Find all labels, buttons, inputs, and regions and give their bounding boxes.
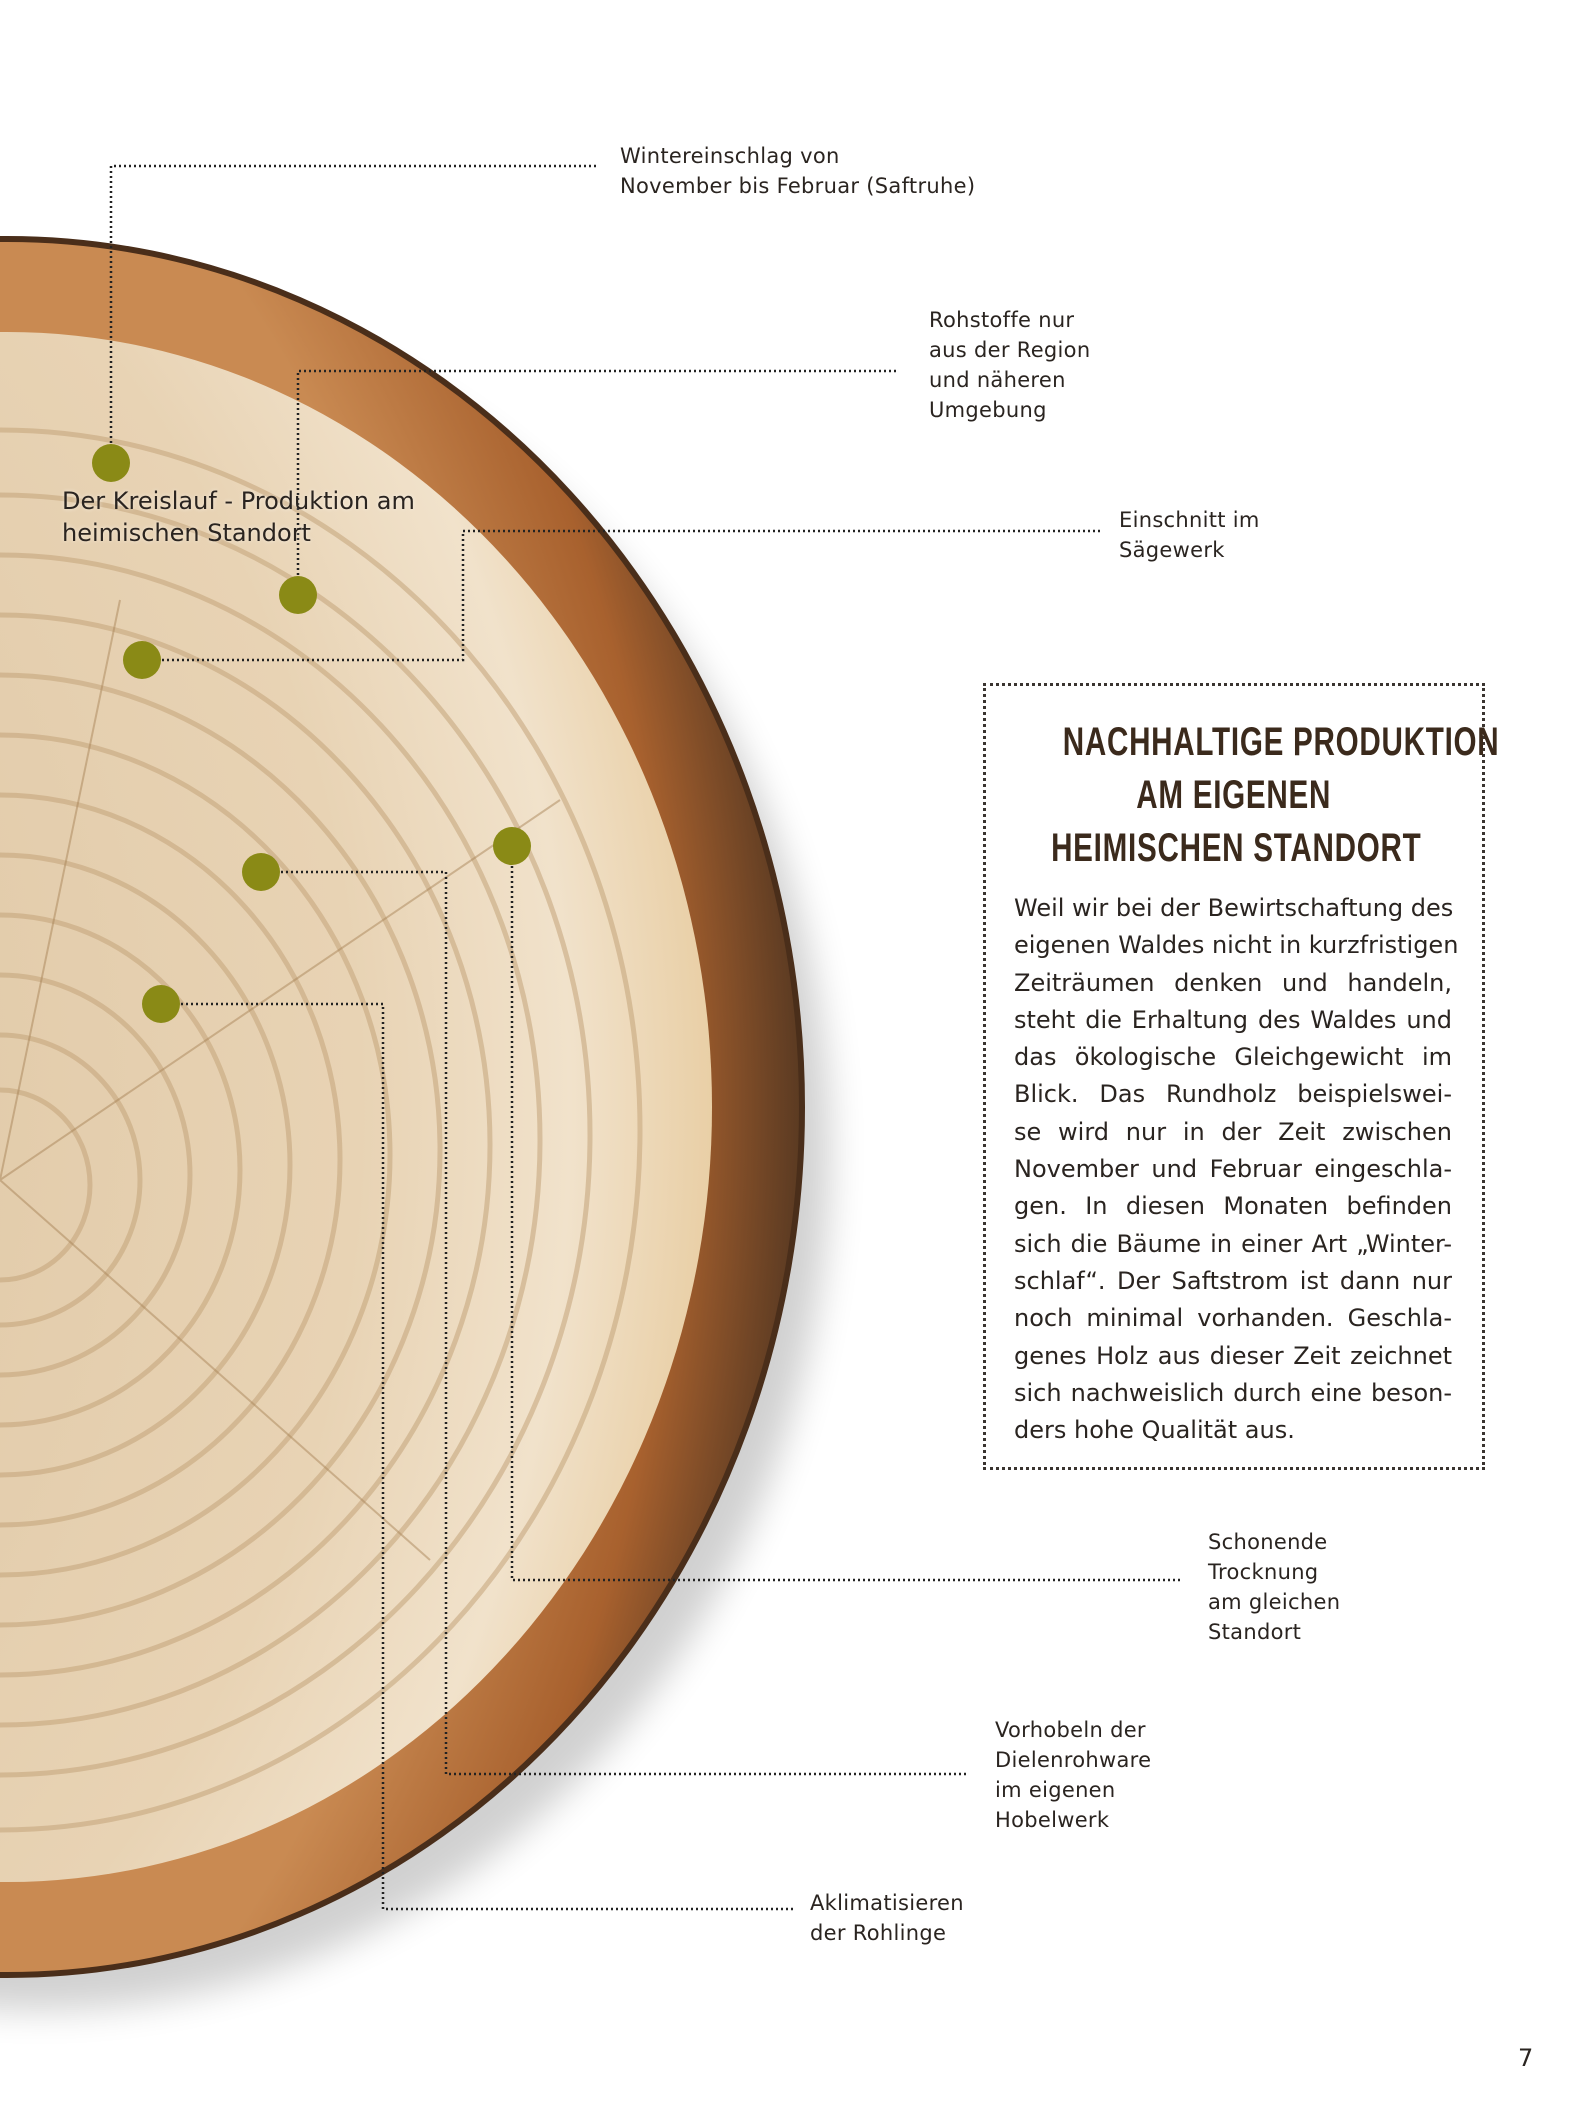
page-number: 7: [1518, 2044, 1533, 2072]
callout-line: Hobelwerk: [995, 1805, 1151, 1835]
page: Nachhaltige Produktion {"callouts": [ {"…: [0, 0, 1588, 2117]
callout-line: Trocknung: [1208, 1557, 1340, 1587]
text-line: gen. In diesen Monaten befinden: [1014, 1188, 1452, 1225]
page-body: Der Kreislauf - Produktion amheimischen …: [0, 0, 1588, 2117]
callout-line: der Rohlinge: [810, 1918, 964, 1948]
text-line: noch minimal vorhanden. Geschla-: [1014, 1300, 1452, 1337]
callout-line: Rohstoffe nur: [929, 305, 1090, 335]
text-line: Zeiträumen denken und handeln,: [1014, 965, 1452, 1002]
title-line: AM EIGENEN: [1137, 769, 1332, 822]
callout-line: Umgebung: [929, 395, 1090, 425]
text-line: se wird nur in der Zeit zwischen: [1014, 1114, 1452, 1151]
cycle-line: heimischen Standort: [62, 517, 415, 549]
callout-line: November bis Februar (Saftruhe): [620, 171, 975, 201]
text-line: ders hohe Qualität aus.: [1014, 1412, 1452, 1449]
title-line: NACHHALTIGE PRODUKTION: [1063, 716, 1500, 769]
callout-line: und näheren: [929, 365, 1090, 395]
text-line: sich nachweislich durch eine beson-: [1014, 1375, 1452, 1412]
text-line: sich die Bäume in einer Art „Winter-: [1014, 1226, 1452, 1263]
text-line: eigenen Waldes nicht in kurzfristigen: [1014, 927, 1452, 964]
title-row: HEIMISCHEN STANDORT: [986, 822, 1482, 875]
callout-line: Schonende: [1208, 1527, 1340, 1557]
title-row: AM EIGENEN: [986, 769, 1482, 822]
callout-line: Standort: [1208, 1617, 1340, 1647]
callout-line: im eigenen: [995, 1775, 1151, 1805]
callout-line: Aklimatisieren: [810, 1888, 964, 1918]
text-line: Blick. Das Rundholz beispielswei-: [1014, 1076, 1452, 1113]
cycle-line: Der Kreislauf - Produktion am: [62, 485, 415, 517]
text-line: das ökologische Gleichgewicht im: [1014, 1039, 1452, 1076]
title-row: NACHHALTIGE PRODUKTION: [986, 716, 1482, 769]
callout-line: Dielenrohware: [995, 1745, 1151, 1775]
callout-line: Wintereinschlag von: [620, 141, 975, 171]
callout-line: Sägewerk: [1119, 535, 1260, 565]
callout-line: am gleichen: [1208, 1587, 1340, 1617]
text-line: steht die Erhaltung des Waldes und: [1014, 1002, 1452, 1039]
text-line: November und Februar eingeschla-: [1014, 1151, 1452, 1188]
title-line: HEIMISCHEN STANDORT: [1051, 822, 1421, 875]
callout-line: aus der Region: [929, 335, 1090, 365]
callout-line: Einschnitt im: [1119, 505, 1260, 535]
callout-line: Vorhobeln der: [995, 1715, 1151, 1745]
text-line: schlaf“. Der Saftstrom ist dann nur: [1014, 1263, 1452, 1300]
text-line: genes Holz aus dieser Zeit zeichnet: [1014, 1338, 1452, 1375]
text-line: Weil wir bei der Bewirtschaftung des: [1014, 890, 1452, 927]
